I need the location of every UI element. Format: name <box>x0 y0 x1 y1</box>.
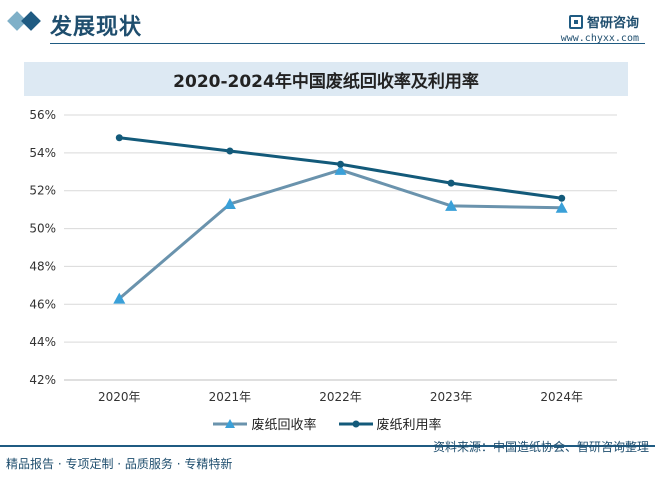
data-point-circle <box>447 179 455 187</box>
chart-title: 2020-2024年中国废纸回收率及利用率 <box>173 71 479 92</box>
legend-item-recovery: 废纸回收率 <box>213 414 317 433</box>
x-tick-label: 2020年 <box>98 390 141 404</box>
footer-divider <box>0 445 655 447</box>
footer-slogan: 精品报告 · 专项定制 · 品质服务 · 专精特新 <box>6 457 233 471</box>
source-note: 资料来源：中国造纸协会、智研咨询整理 <box>432 440 649 454</box>
section-title: 发展现状 <box>50 15 143 40</box>
y-tick-label: 50% <box>29 222 56 236</box>
logo-url: www.chyxx.com <box>560 33 639 44</box>
y-tick-label: 46% <box>29 297 56 311</box>
legend-item-utilization: 废纸利用率 <box>338 414 442 433</box>
legend-triangle-icon <box>213 418 248 428</box>
x-tick-label: 2024年 <box>540 390 583 404</box>
data-point-triangle <box>555 201 568 213</box>
y-tick-label: 48% <box>29 259 56 273</box>
data-point-triangle <box>113 292 126 304</box>
data-point-circle <box>115 134 123 142</box>
header-divider <box>50 43 645 44</box>
x-tick-label: 2023年 <box>430 390 473 404</box>
x-tick-label: 2021年 <box>209 390 252 404</box>
header: 发展现状 智研咨询 www.chyxx.com <box>0 0 655 46</box>
y-tick-label: 44% <box>29 335 56 349</box>
legend-circle-icon <box>338 420 373 427</box>
y-tick-label: 56% <box>29 108 56 122</box>
chart-legend: 废纸回收率 废纸利用率 <box>0 414 655 433</box>
y-tick-label: 52% <box>29 184 56 198</box>
data-point-circle <box>226 147 234 155</box>
legend-label-recovery: 废纸回收率 <box>251 418 317 433</box>
data-point-triangle <box>223 197 236 209</box>
x-tick-label: 2022年 <box>319 390 362 404</box>
logo-mark-icon <box>568 14 583 29</box>
logo-name: 智研咨询 <box>586 16 639 31</box>
chart-title-band: 2020-2024年中国废纸回收率及利用率 <box>24 62 628 96</box>
line-chart: 42% 44% 46% 48% 50% 52% 54% 56% 2020年 2021年 2022年 2… <box>29 108 617 404</box>
y-tick-label: 54% <box>29 146 56 160</box>
brand-logo: 智研咨询 www.chyxx.com <box>561 12 639 44</box>
data-point-circle <box>558 194 566 202</box>
data-point-triangle <box>445 199 458 211</box>
data-point-circle <box>337 160 344 168</box>
legend-label-utilization: 废纸利用率 <box>376 418 442 433</box>
data-point-triangle <box>334 163 347 175</box>
y-tick-label: 42% <box>29 373 56 387</box>
